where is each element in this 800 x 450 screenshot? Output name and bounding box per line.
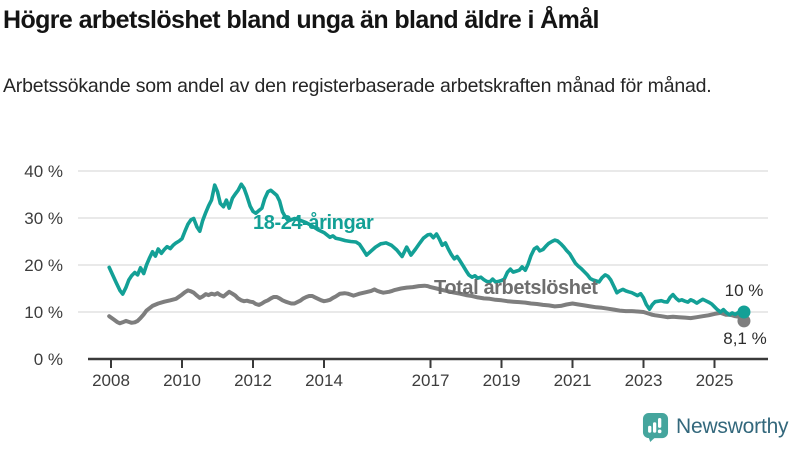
end-value-label-total: 8,1 % [723, 329, 767, 348]
y-axis-tick-label: 30 % [24, 209, 63, 228]
x-axis-tick-label: 2008 [92, 371, 130, 390]
newsworthy-logo-icon [642, 412, 669, 442]
x-axis-tick-label: 2014 [305, 371, 343, 390]
x-axis-tick-label: 2017 [412, 371, 450, 390]
series-label-youth: 18-24-åringar [253, 212, 374, 234]
y-axis-tick-label: 20 % [24, 256, 63, 275]
line-total [107, 283, 746, 326]
chart-subtitle: Arbetssökande som andel av den registerb… [3, 75, 712, 97]
series-label-total: Total arbetslöshet [434, 277, 598, 299]
page-title: Högre arbetslöshet bland unga än bland ä… [3, 6, 600, 34]
x-axis-tick-label: 2019 [483, 371, 521, 390]
y-axis-tick-label: 40 % [24, 162, 63, 181]
end-dot-total [737, 314, 751, 328]
x-axis-tick-label: 2023 [625, 371, 663, 390]
x-axis-tick-label: 2025 [696, 371, 734, 390]
end-dot-youth [737, 305, 751, 319]
newsworthy-logo[interactable]: Newsworthy [642, 412, 789, 442]
x-axis-tick-label: 2021 [554, 371, 592, 390]
end-value-label-youth: 10 % [724, 281, 764, 300]
newsworthy-logo-text: Newsworthy [676, 415, 789, 438]
y-axis-tick-label: 10 % [24, 303, 63, 322]
y-axis-tick-label: 0 % [34, 350, 63, 369]
x-axis-tick-label: 2010 [163, 371, 201, 390]
x-axis-tick-label: 2012 [234, 371, 272, 390]
line-youth [107, 182, 746, 317]
